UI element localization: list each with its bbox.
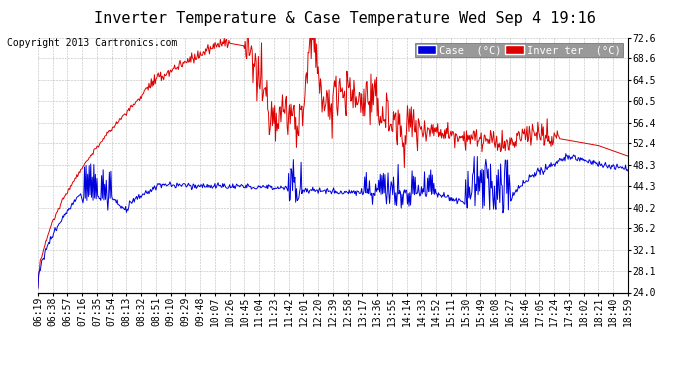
Legend: Case  (°C), Inver ter  (°C): Case (°C), Inver ter (°C) (415, 43, 622, 57)
Text: Inverter Temperature & Case Temperature Wed Sep 4 19:16: Inverter Temperature & Case Temperature … (94, 11, 596, 26)
Text: Copyright 2013 Cartronics.com: Copyright 2013 Cartronics.com (7, 38, 177, 48)
